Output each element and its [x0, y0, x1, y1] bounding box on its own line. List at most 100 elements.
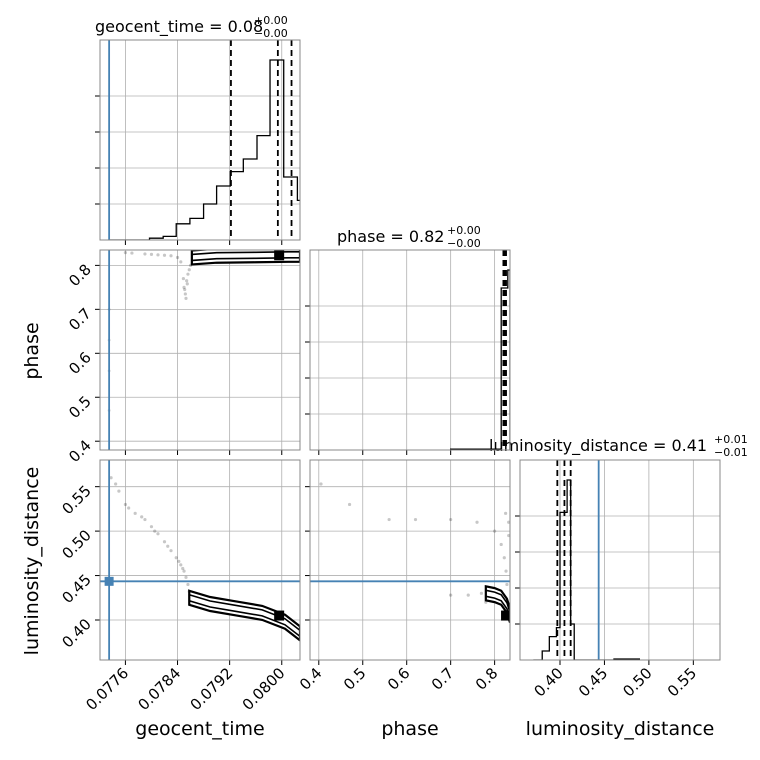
- panel-time-vs-phase: 0.4 0.5 0.6 0.7 0.8: [65, 249, 301, 466]
- title-phase: phase = 0.82: [337, 227, 444, 246]
- ylabel-luminosity-distance: luminosity_distance: [21, 467, 43, 656]
- panel-time-vs-phase-ytick-label-0: 0.4: [65, 436, 95, 466]
- panel-time-vs-lum-frame: [99, 459, 301, 661]
- panel-time-vs-phase-point-18: [123, 251, 128, 255]
- xlabel-geocent-time: geocent_time: [135, 718, 264, 740]
- panel-time-vs-lum-point-2: [123, 502, 128, 507]
- panel-time-vs-phase-point-2: [183, 292, 187, 296]
- panel-time-vs-lum-content: [100, 460, 300, 660]
- panel-time-vs-phase-contour-outer: [190, 250, 300, 266]
- panel-time-vs-phase-point-16: [143, 252, 147, 256]
- panel-time-vs-phase-point-21: [181, 276, 185, 281]
- panel-time-vs-lum-point-12: [184, 575, 188, 579]
- truth-marker-time-vs-lum: [104, 576, 114, 586]
- panel-time-vs-phase-point-4: [185, 279, 189, 283]
- panel-hist-geocent_time-content: [100, 40, 300, 240]
- panel-phase-vs-lum-peak: [501, 610, 510, 621]
- xlabel-luminosity-distance: luminosity_distance: [526, 718, 715, 740]
- panel-hist-geocent_time: [95, 39, 301, 245]
- panel-phase-vs-lum-point-13: [479, 591, 484, 595]
- title-luminosity-distance-plus: +0.01: [714, 433, 748, 446]
- panel-time-vs-lum: 0.40 0.45 0.50 0.55 0.0776 0.0784 0.0792 0.0800: [58, 459, 301, 714]
- panel-time-vs-phase-ytick-label-3: 0.7: [65, 304, 95, 334]
- panel-time-vs-lum-peak: [274, 610, 285, 621]
- panel-phase-vs-lum-point-3: [413, 517, 418, 522]
- panel-phase-vs-lum-point-4: [449, 517, 453, 522]
- panel-phase-vs-lum-point-1: [347, 502, 352, 507]
- panel-time-vs-lum-point-17: [153, 529, 157, 533]
- panel-time-vs-lum-xtick-label-2: 0.0792: [187, 664, 237, 714]
- panel-time-vs-phase-point-17: [130, 251, 134, 255]
- panel-time-vs-phase-ytick-label-1: 0.5: [65, 392, 95, 422]
- panel-time-vs-lum-ytick-label-1: 0.45: [58, 571, 94, 607]
- panel-time-vs-lum-point-0: [114, 482, 118, 486]
- panel-time-vs-lum-point-10: [179, 563, 183, 567]
- panel-time-vs-phase-content: [100, 250, 300, 450]
- panel-phase-vs-lum-xtick-label-2: 0.6: [384, 664, 414, 694]
- panel-hist-phase: [305, 249, 511, 455]
- panel-phase-vs-lum-point-8: [502, 556, 506, 560]
- panel-time-vs-lum-xtick-label-0: 0.0776: [82, 664, 132, 714]
- panel-time-vs-lum-point-13: [186, 582, 190, 587]
- panel-time-vs-lum-point-5: [149, 525, 154, 529]
- panel-time-vs-lum-point-3: [133, 511, 137, 515]
- panel-time-vs-phase-point-14: [169, 254, 173, 258]
- title-luminosity-distance: luminosity_distance = 0.41: [489, 436, 707, 456]
- panel-time-vs-lum-point-6: [156, 532, 160, 536]
- panel-phase-vs-lum-xtick-label-4: 0.8: [472, 664, 502, 694]
- panel-time-vs-phase-point-23: [179, 260, 183, 264]
- panel-phase-vs-lum-point-12: [466, 593, 470, 597]
- panel-time-vs-phase-point-19: [149, 252, 154, 256]
- panel-time-vs-phase-point-20: [162, 253, 167, 257]
- panel-time-vs-lum-point-1: [117, 489, 121, 493]
- panel-time-vs-lum-xtick-label-1: 0.0784: [135, 664, 185, 714]
- panel-time-vs-lum-contour-outer: [188, 589, 300, 642]
- panel-time-vs-lum-point-11: [182, 569, 186, 573]
- panel-time-vs-phase-point-22: [185, 282, 189, 286]
- panel-time-vs-lum-point-7: [162, 540, 167, 544]
- panel-time-vs-phase-ytick-label-4: 0.8: [65, 260, 95, 290]
- panel-phase-vs-lum-point-0: [319, 482, 323, 486]
- panel-time-vs-phase-point-6: [187, 268, 191, 272]
- panel-time-vs-lum-point-21: [181, 566, 185, 571]
- panel-time-vs-phase-point-15: [156, 253, 160, 257]
- panel-phase-vs-lum: 0.4 0.5 0.6 0.7 0.8: [296, 459, 511, 694]
- panel-phase-vs-lum-point-2: [387, 517, 391, 522]
- panel-phase-vs-lum-point-11: [449, 593, 453, 597]
- panel-time-vs-lum-ytick-label-2: 0.50: [58, 526, 94, 562]
- panel-time-vs-phase-ytick-label-2: 0.6: [65, 348, 95, 378]
- panel-time-vs-lum-point-20: [109, 476, 113, 480]
- panel-hist-phase-frame: [309, 249, 511, 451]
- panel-phase-vs-lum-point-6: [493, 529, 497, 533]
- xlabel-phase: phase: [381, 718, 438, 740]
- panel-time-vs-lum-point-18: [140, 515, 144, 519]
- panel-hist-luminosity_distance-xtick-label-1: 0.45: [575, 664, 611, 700]
- panel-time-vs-phase-point-3: [184, 296, 188, 300]
- panel-phase-vs-lum-contour-inner: [485, 589, 510, 619]
- panel-time-vs-lum-point-9: [174, 556, 178, 560]
- panel-time-vs-lum-point-8: [169, 549, 173, 553]
- panel-time-vs-phase-point-5: [186, 272, 190, 276]
- panel-phase-vs-lum-point-18: [507, 520, 510, 524]
- title-phase-minus: −0.00: [447, 237, 481, 250]
- panel-time-vs-lum-point-19: [127, 506, 131, 510]
- panel-time-vs-lum-point-16: [166, 544, 170, 548]
- panel-hist-luminosity_distance-xtick-label-0: 0.40: [530, 664, 566, 700]
- panel-hist-luminosity_distance-xtick-label-2: 0.50: [619, 664, 655, 700]
- panel-time-vs-phase-peak: [274, 250, 285, 261]
- panel-time-vs-phase-point-24: [175, 255, 180, 260]
- panel-phase-vs-lum-point-10: [505, 582, 509, 587]
- panel-hist-luminosity_distance-content: [520, 460, 720, 660]
- panel-time-vs-lum-xtick-label-3: 0.0800: [239, 664, 289, 714]
- title-luminosity-distance-minus: −0.01: [714, 446, 748, 459]
- panel-time-vs-lum-point-4: [143, 517, 147, 522]
- ylabel-phase: phase: [21, 322, 43, 379]
- panel-hist-luminosity_distance: 0.40 0.45 0.50 0.55: [515, 459, 721, 700]
- panel-hist-phase-content: [310, 250, 510, 450]
- panel-phase-vs-lum-contour-outer: [484, 584, 510, 623]
- panel-phase-vs-lum-content: [310, 460, 510, 660]
- panel-phase-vs-lum-point-9: [504, 569, 508, 573]
- panel-time-vs-lum-point-15: [177, 559, 181, 563]
- panel-time-vs-phase-point-0: [182, 285, 186, 289]
